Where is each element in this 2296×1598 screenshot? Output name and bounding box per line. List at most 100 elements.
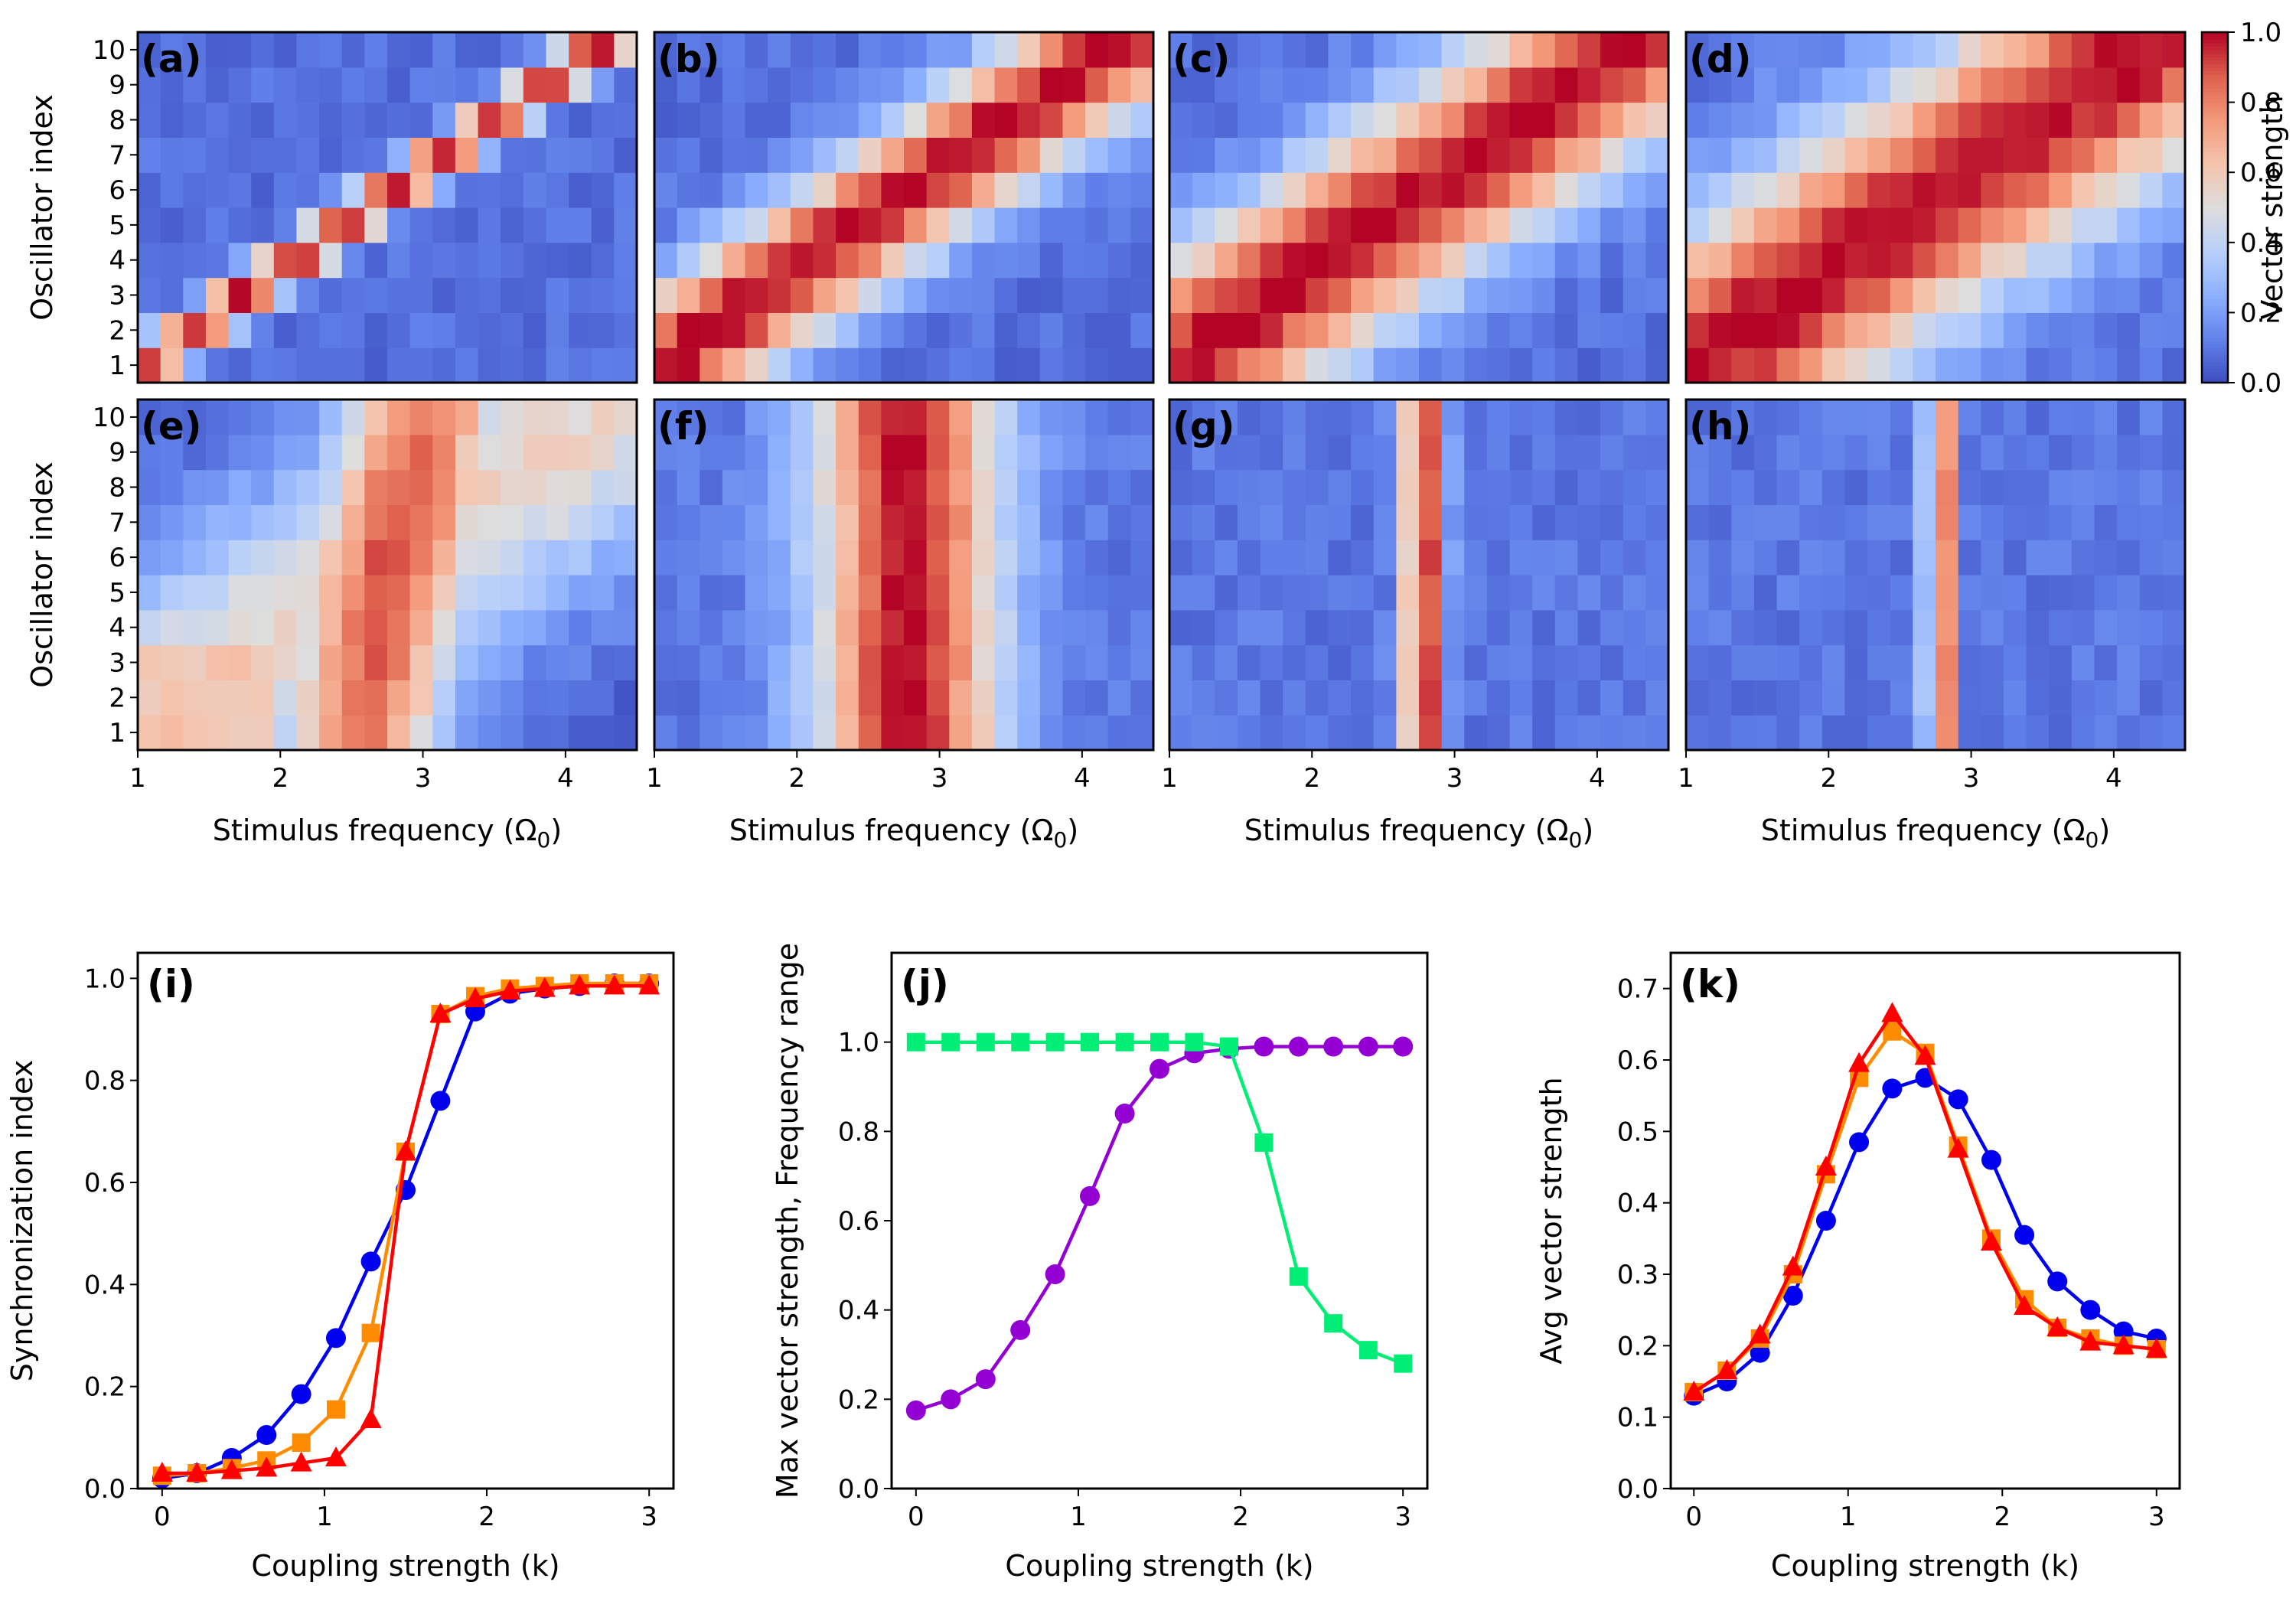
heatmap-cell	[569, 207, 592, 243]
heatmap-cell	[228, 715, 252, 751]
heatmap-cell	[341, 32, 365, 68]
heatmap-cell	[1441, 32, 1465, 68]
heatmap-cell	[994, 102, 1018, 138]
heatmap-cell	[1844, 434, 1868, 471]
heatmap-cell	[2094, 102, 2118, 138]
heatmap-cell	[1890, 102, 1913, 138]
heatmap-cell	[251, 504, 275, 540]
heatmap-cell	[1107, 400, 1131, 435]
colorbar-band	[2202, 60, 2228, 65]
heatmap-cell	[2071, 469, 2095, 505]
x-tick-label: 2	[1994, 1502, 2011, 1532]
colorbar-band	[2202, 246, 2228, 250]
y-tick-label: 2	[109, 683, 126, 713]
heatmap-cell	[1419, 137, 1443, 173]
colorbar-band	[2202, 35, 2228, 40]
heatmap-cell	[2003, 312, 2027, 348]
heatmap-cell	[569, 32, 592, 68]
heatmap-cell	[296, 644, 320, 680]
heatmap-cell	[654, 277, 678, 313]
heatmap-cell	[2026, 715, 2050, 751]
heatmap-cell	[1958, 67, 1981, 103]
heatmap-cell	[1577, 715, 1601, 751]
heatmap-cell	[1890, 434, 1913, 471]
heatmap-cell	[2049, 540, 2073, 576]
heatmap-cell	[1600, 347, 1624, 383]
heatmap-cell	[971, 434, 996, 471]
heatmap-cell	[546, 400, 569, 435]
heatmap-cell	[1577, 469, 1601, 505]
data-point-blue	[2113, 1321, 2134, 1342]
heatmap-cell	[1936, 644, 1959, 680]
colorbar-band	[2202, 32, 2228, 37]
heatmap-cell	[2139, 609, 2163, 646]
heatmap-cell	[1844, 172, 1868, 208]
heatmap-cell	[768, 102, 791, 138]
heatmap-cell	[1776, 609, 1800, 646]
colorbar-band	[2202, 256, 2228, 261]
heatmap-cell	[1509, 137, 1533, 173]
heatmap-cell	[138, 715, 161, 751]
heatmap-cell	[1215, 575, 1238, 611]
heatmap-cell	[1623, 715, 1646, 751]
heatmap-cell	[1107, 347, 1131, 383]
heatmap-cell	[591, 67, 615, 103]
heatmap-cell	[1305, 434, 1329, 471]
heatmap-cell	[1328, 172, 1352, 208]
heatmap-cell	[2162, 609, 2186, 646]
heatmap-cell	[722, 469, 746, 505]
heatmap-cell	[1577, 312, 1601, 348]
heatmap-cell	[1039, 644, 1064, 680]
heatmap-cell	[745, 347, 768, 383]
heatmap-cell	[926, 172, 950, 208]
heatmap-cell	[1821, 680, 1846, 716]
heatmap-cell	[1419, 277, 1443, 313]
heatmap-cell	[2049, 207, 2073, 243]
heatmap-cell	[768, 609, 791, 646]
heatmap-cell	[881, 575, 905, 611]
heatmap-cell	[1731, 102, 1755, 138]
colorbar-band	[2202, 341, 2228, 345]
heatmap-cell	[1260, 504, 1283, 540]
heatmap-cell	[1085, 347, 1109, 383]
heatmap-cell	[1623, 172, 1646, 208]
colorbar-band	[2202, 70, 2228, 75]
heatmap-cell	[881, 207, 905, 243]
heatmap-cell	[1085, 32, 1109, 68]
x-axis-label-close: )	[2099, 814, 2110, 847]
colorbar-band	[2202, 368, 2228, 373]
heatmap-cell	[1085, 540, 1109, 576]
heatmap-cell	[1169, 347, 1193, 383]
heatmap-cell	[1799, 207, 1823, 243]
heatmap-cell	[296, 32, 320, 68]
heatmap-cell	[478, 504, 501, 540]
heatmap-cell	[1554, 434, 1579, 471]
heatmap-cell	[1396, 575, 1420, 611]
heatmap-cell	[1260, 715, 1283, 751]
heatmap-cell	[1844, 242, 1868, 279]
heatmap-cell	[1419, 469, 1443, 505]
heatmap-cell	[1958, 277, 1981, 313]
heatmap-cell	[1107, 67, 1131, 103]
heatmap-cell	[2049, 575, 2073, 611]
data-point-blue	[1981, 1150, 2001, 1170]
heatmap-cell	[387, 172, 411, 208]
heatmap-cell	[1486, 715, 1511, 751]
heatmap-cell	[2094, 575, 2118, 611]
heatmap-cell	[251, 469, 275, 505]
heatmap-cell	[836, 540, 859, 576]
heatmap-cell	[387, 469, 411, 505]
colorbar-band	[2202, 133, 2228, 139]
heatmap-cell	[455, 504, 479, 540]
heatmap-cell	[1062, 207, 1086, 243]
heatmap-cell	[1373, 277, 1397, 313]
heatmap-cell	[1799, 172, 1823, 208]
heatmap-cell	[971, 67, 996, 103]
heatmap-cell	[138, 32, 161, 68]
heatmap-cell	[183, 137, 207, 173]
heatmap-cell	[1039, 32, 1064, 68]
heatmap-cell	[768, 172, 791, 208]
heatmap-cell	[614, 644, 638, 680]
heatmap-cell	[2003, 609, 2027, 646]
